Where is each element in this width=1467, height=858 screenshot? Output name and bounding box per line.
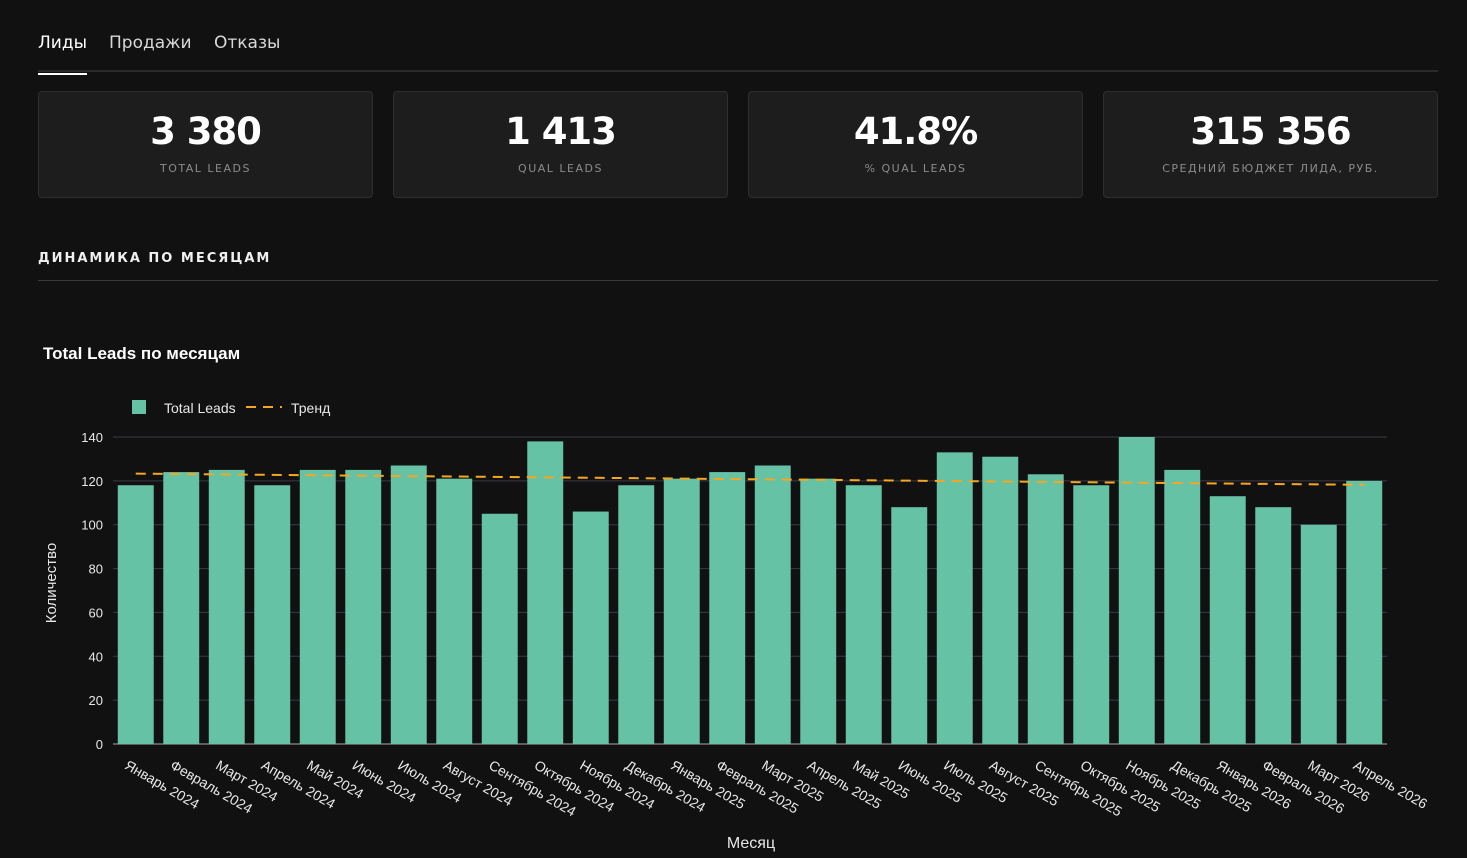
bar[interactable] [208,469,245,744]
kpi-label: QUAL LEADS [518,162,603,175]
bar[interactable] [1346,480,1383,744]
section-divider [38,280,1438,281]
bar[interactable] [436,478,473,744]
bar[interactable] [936,452,973,744]
legend-label-bars[interactable]: Total Leads [164,400,236,416]
bar[interactable] [299,469,336,744]
legend-swatch-bars [132,400,146,414]
bar[interactable] [572,511,609,744]
y-tick-label: 40 [89,649,103,664]
y-axis-title: Количество [43,543,60,624]
bar[interactable] [345,469,382,744]
bar[interactable] [1300,524,1337,744]
x-axis-title: Месяц [727,835,775,852]
y-tick-label: 140 [81,430,103,445]
bar[interactable] [982,456,1019,744]
leads-bar-chart: Total Leads по месяцам Total Leads Тренд… [43,344,1430,852]
bar[interactable] [1118,437,1155,744]
bar[interactable] [1027,474,1064,744]
chart-title: Total Leads по месяцам [43,344,240,363]
kpi-value: 41.8% [853,110,978,153]
bar[interactable] [163,472,200,744]
bar[interactable] [754,465,791,744]
bar[interactable] [481,513,518,744]
bar[interactable] [1073,485,1110,744]
bar[interactable] [1209,496,1246,744]
bar[interactable] [117,485,154,744]
bar[interactable] [1164,469,1201,744]
section-title: ДИНАМИКА ПО МЕСЯЦАМ [38,251,272,266]
y-tick-label: 80 [89,562,103,577]
y-tick-label: 20 [89,693,103,708]
kpi-card-total-leads: 3 380 TOTAL LEADS [38,91,373,198]
bar[interactable] [845,485,882,744]
bar[interactable] [709,472,746,744]
y-tick-label: 100 [81,518,103,533]
y-tick-label: 0 [96,737,103,752]
y-tick-label: 120 [81,474,103,489]
bar[interactable] [1255,507,1292,744]
kpi-label: СРЕДНИЙ БЮДЖЕТ ЛИДА, РУБ. [1162,162,1379,175]
y-tick-label: 60 [89,605,103,620]
legend-label-trend[interactable]: Тренд [291,400,330,416]
bar[interactable] [618,485,655,744]
kpi-label: TOTAL LEADS [160,162,251,175]
tab-sales[interactable]: Продажи [109,33,192,53]
kpi-value: 3 380 [150,110,262,153]
bar[interactable] [254,485,291,744]
bar[interactable] [390,465,427,744]
tab-leads[interactable]: Лиды [38,33,88,75]
bar[interactable] [527,441,564,744]
bar[interactable] [663,478,700,744]
trend-line [135,472,1365,486]
bar[interactable] [891,507,928,744]
bar[interactable] [800,478,837,744]
kpi-card-qual-leads: 1 413 QUAL LEADS [393,91,728,198]
kpi-card-avg-budget: 315 356 СРЕДНИЙ БЮДЖЕТ ЛИДА, РУБ. [1103,91,1438,198]
kpi-card-qual-percent: 41.8% % QUAL LEADS [748,91,1083,198]
tab-rejections[interactable]: Отказы [214,33,281,53]
kpi-value: 315 356 [1190,110,1351,153]
tabs-bar: Лиды Продажи Отказы [38,0,1438,75]
kpi-label: % QUAL LEADS [864,162,967,175]
kpi-value: 1 413 [505,110,617,153]
